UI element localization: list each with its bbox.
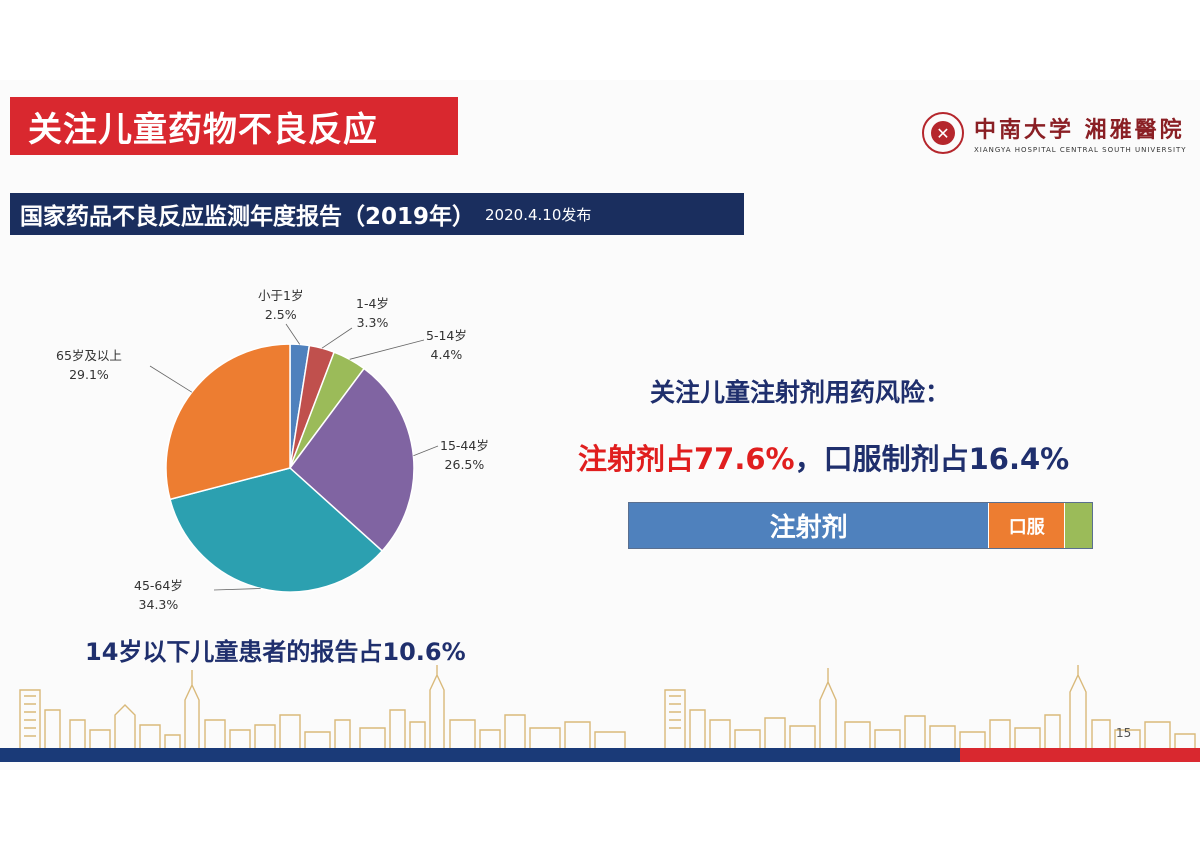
pie-leader-45-64 [213, 588, 261, 591]
injection-share-text: 注射剂占77.6% [578, 442, 795, 476]
dosage-form-bar: 注射剂 口服 [628, 502, 1093, 549]
page-title-text: 关注儿童药物不良反应 [28, 109, 378, 150]
logo-chinese-name: 中南大学 湘雅醫院 [974, 117, 1185, 143]
pie-slice-45-64 [169, 467, 384, 593]
page-number: 15 [1116, 726, 1132, 740]
pie-label-under1: 小于1岁 2.5% [258, 286, 303, 324]
injection-segment-label: 注射剂 [769, 513, 848, 543]
pie-label-1-4: 1-4岁 3.3% [356, 294, 389, 332]
university-emblem-icon: ✕ [922, 112, 964, 154]
pie-label-45-64: 45-64岁 34.3% [134, 576, 183, 614]
pie-label-45-64-name: 45-64岁 [134, 578, 183, 593]
pie-label-5-14-name: 5-14岁 [426, 328, 467, 343]
pie-leader-5-14 [349, 339, 425, 360]
pie-label-5-14-value: 4.4% [430, 347, 463, 362]
pie-label-1-4-name: 1-4岁 [356, 296, 389, 311]
report-subtitle: 国家药品不良反应监测年度报告（2019年） [20, 204, 476, 230]
pie-label-under1-name: 小于1岁 [258, 288, 304, 303]
footer-red-band [960, 748, 1200, 762]
pie-label-1-4-value: 3.3% [356, 315, 389, 330]
pie-leader-15-44 [413, 445, 439, 457]
oral-share-text: 口服制剂占16.4% [823, 442, 1070, 476]
pie-leader-under1 [285, 323, 301, 345]
pie-leader-65plus [149, 365, 193, 393]
city-skyline-decoration [19, 665, 1196, 750]
injection-segment: 注射剂 [629, 503, 989, 548]
pie-leader-1-4 [321, 327, 353, 349]
page-title: 关注儿童药物不良反应 [10, 97, 458, 155]
pie-label-under1-value: 2.5% [264, 307, 297, 322]
pie-slice-15-44 [288, 367, 415, 553]
emblem-glyph: ✕ [931, 121, 955, 145]
pie-label-65plus-value: 29.1% [69, 367, 109, 382]
oral-segment: 口服 [988, 503, 1065, 548]
report-subtitle-bar: 国家药品不良反应监测年度报告（2019年） 2020.4.10发布 [10, 193, 744, 235]
pie-slice-65plus [165, 343, 291, 501]
age-pie-chart: 小于1岁 2.5% 1-4岁 3.3% 5-14岁 4.4% 15-44岁 26… [0, 270, 520, 630]
pie-label-65plus-name: 65岁及以上 [56, 348, 122, 363]
pie-label-5-14: 5-14岁 4.4% [426, 326, 467, 364]
risk-separator: ， [794, 442, 824, 476]
footer-blue-band [0, 748, 960, 762]
pie-label-15-44-value: 26.5% [444, 457, 485, 472]
other-segment [1064, 503, 1092, 548]
pie-label-65plus: 65岁及以上 29.1% [56, 346, 122, 384]
pie-label-15-44: 15-44岁 26.5% [440, 436, 489, 474]
hospital-logo: ✕ 中南大学 湘雅醫院 XIANGYA HOSPITAL CENTRAL SOU… [918, 108, 1186, 160]
logo-english-name: XIANGYA HOSPITAL CENTRAL SOUTH UNIVERSIT… [974, 146, 1187, 154]
pie-label-45-64-value: 34.3% [138, 597, 179, 612]
risk-figures: 注射剂占77.6%，口服制剂占16.4% [578, 436, 1069, 478]
report-date: 2020.4.10发布 [485, 205, 592, 224]
pie-svg [149, 323, 439, 593]
oral-segment-label: 口服 [1008, 516, 1045, 538]
pie-label-15-44-name: 15-44岁 [440, 438, 489, 453]
risk-heading: 关注儿童注射剂用药风险： [650, 378, 951, 407]
children-report-share-note: 14岁以下儿童患者的报告占10.6% [85, 638, 466, 666]
